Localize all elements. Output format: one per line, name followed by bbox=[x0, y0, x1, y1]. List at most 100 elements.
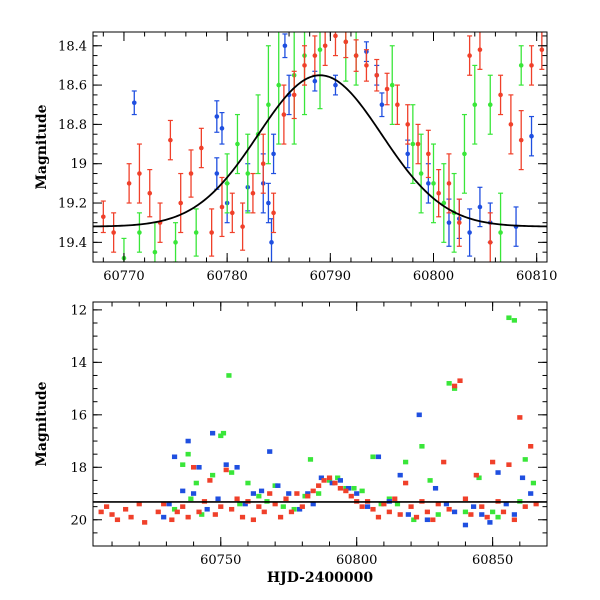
full-red-point-40 bbox=[332, 480, 338, 486]
zoom-blue-point-9 bbox=[269, 240, 274, 245]
full-blue-point-29 bbox=[397, 472, 403, 478]
full-red-point-14 bbox=[190, 464, 197, 470]
full-red-point-22 bbox=[234, 496, 240, 502]
full-blue-point-38 bbox=[479, 512, 485, 517]
full-red-point-52 bbox=[397, 512, 403, 517]
full-red-point-15 bbox=[196, 509, 202, 515]
zoom-green-point-10 bbox=[276, 82, 282, 88]
zoom-panel: 60770 60780 60790 60800 60810 18.4 18.6 18.8 19 1… bbox=[34, 31, 557, 284]
full-red-point-34 bbox=[299, 504, 305, 509]
zoom-red-point-35 bbox=[467, 53, 472, 58]
full-green-point-6 bbox=[210, 472, 216, 478]
full-blue-point-2 bbox=[171, 454, 178, 460]
full-red-point-69 bbox=[490, 459, 496, 465]
zoom-red-point-14 bbox=[250, 190, 256, 196]
zoom-green-point-6 bbox=[235, 141, 240, 147]
zoom-blue-point-0 bbox=[131, 100, 137, 106]
zoom-red-point-41 bbox=[529, 63, 534, 68]
full-red-point-3 bbox=[114, 517, 121, 523]
full-red-point-23 bbox=[239, 514, 246, 520]
full-red-point-77 bbox=[533, 501, 539, 507]
full-green-point-26 bbox=[370, 454, 376, 460]
zoom-red-point-9 bbox=[199, 145, 204, 151]
zoom-model-group bbox=[93, 74, 547, 228]
full-blue-point-9 bbox=[215, 496, 221, 502]
full-blue-point-13 bbox=[250, 491, 256, 496]
zoom-blue-point-19 bbox=[446, 220, 452, 225]
zoom-red-point-42 bbox=[539, 47, 545, 52]
full-red-point-50 bbox=[386, 509, 392, 515]
full-plot-frame bbox=[92, 301, 548, 547]
full-red-point-38 bbox=[321, 478, 327, 483]
full-red-point-2 bbox=[109, 512, 115, 517]
zoom-red-point-18 bbox=[291, 92, 297, 98]
zoom-red-point-21 bbox=[322, 43, 328, 49]
full-blue-point-20 bbox=[310, 501, 316, 507]
zoom-red-point-2 bbox=[126, 181, 132, 186]
full-red-point-41 bbox=[337, 485, 343, 491]
full-blue-point-6 bbox=[196, 464, 202, 470]
full-green-point-36 bbox=[451, 386, 458, 391]
zoom-red-point-23 bbox=[343, 39, 349, 45]
zoom-blue-point-1 bbox=[214, 114, 220, 119]
full-red-point-19 bbox=[218, 504, 224, 509]
full-red-point-32 bbox=[288, 509, 295, 515]
full-red-point-72 bbox=[506, 462, 512, 467]
full-green-point-27 bbox=[378, 501, 384, 507]
full-red-point-54 bbox=[408, 504, 414, 509]
full-green-point-28 bbox=[386, 496, 392, 502]
full-blue-point-32 bbox=[424, 517, 430, 523]
zoom-red-point-20 bbox=[312, 53, 318, 58]
zoom-red-point-7 bbox=[178, 200, 184, 206]
full-red-point-5 bbox=[128, 514, 134, 520]
zoom-green-point-2 bbox=[152, 249, 158, 255]
full-green-point-15 bbox=[272, 483, 278, 488]
full-green-point-13 bbox=[256, 493, 262, 499]
full-red-point-8 bbox=[155, 509, 161, 515]
full-blue-point-39 bbox=[487, 520, 493, 525]
full-red-point-74 bbox=[517, 415, 523, 420]
full-blue-point-44 bbox=[528, 491, 534, 496]
full-blue-point-43 bbox=[519, 475, 526, 481]
zoom-red-point-16 bbox=[271, 210, 276, 216]
full-red-point-13 bbox=[185, 514, 191, 520]
zoom-red-point-3 bbox=[137, 171, 142, 176]
zoom-red-point-22 bbox=[333, 33, 338, 39]
zoom-ytick-label-0: 18.4 bbox=[58, 39, 87, 54]
full-green-point-1 bbox=[180, 462, 186, 467]
zoom-blue-point-18 bbox=[426, 181, 431, 186]
full-green-point-31 bbox=[411, 517, 417, 523]
full-blue-point-3 bbox=[180, 488, 186, 494]
full-red-point-48 bbox=[375, 514, 382, 520]
zoom-blue-point-16 bbox=[379, 102, 385, 108]
zoom-xtick-label-1: 60780 bbox=[206, 269, 247, 284]
full-red-point-18 bbox=[212, 512, 218, 517]
full-green-point-2 bbox=[185, 451, 191, 457]
zoom-red-point-25 bbox=[364, 63, 369, 68]
full-red-point-76 bbox=[528, 444, 534, 449]
zoom-ytick-label-2: 18.8 bbox=[58, 118, 87, 133]
full-red-point-35 bbox=[305, 493, 311, 499]
full-green-point-32 bbox=[419, 444, 425, 449]
zoom-blue-point-22 bbox=[477, 204, 483, 210]
full-blue-point-1 bbox=[166, 501, 172, 507]
full-blue-point-37 bbox=[470, 504, 477, 509]
full-red-point-55 bbox=[413, 514, 420, 520]
full-green-point-21 bbox=[326, 478, 333, 483]
full-green-point-3 bbox=[188, 496, 194, 502]
full-green-point-9 bbox=[226, 373, 232, 378]
zoom-red-point-19 bbox=[302, 63, 307, 68]
full-red-point-64 bbox=[462, 496, 469, 502]
full-blue-point-4 bbox=[185, 438, 191, 444]
full-red-point-33 bbox=[294, 491, 300, 496]
full-green-point-4 bbox=[193, 480, 199, 486]
zoom-green-point-5 bbox=[224, 181, 230, 186]
zoom-red-point-32 bbox=[436, 190, 441, 196]
zoom-red-point-13 bbox=[240, 224, 245, 229]
full-green-point-10 bbox=[229, 470, 235, 475]
full-red-point-57 bbox=[424, 509, 430, 515]
full-blue-point-23 bbox=[337, 478, 343, 483]
full-red-point-75 bbox=[522, 504, 528, 509]
full-green-point-39 bbox=[490, 509, 496, 515]
